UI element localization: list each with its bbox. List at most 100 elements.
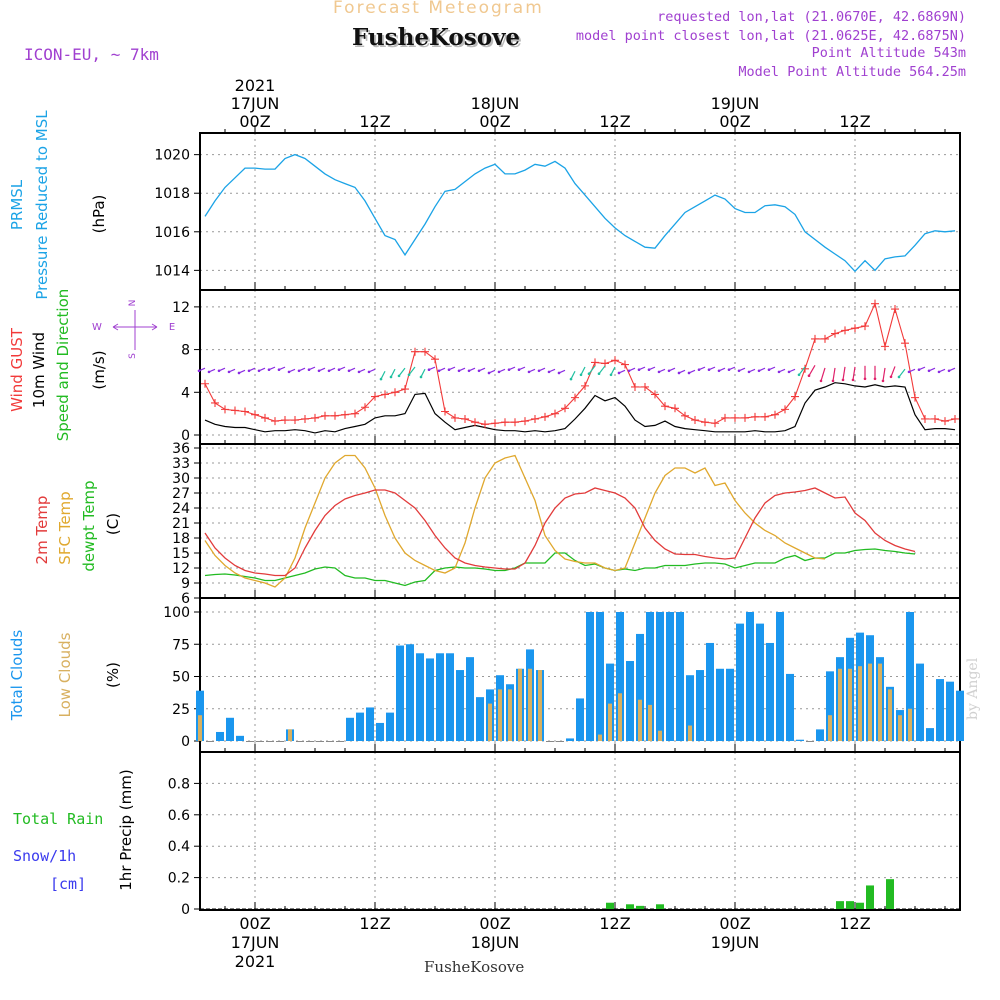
model-point-altitude: Model Point Altitude 564.25m	[738, 64, 966, 80]
wind-direction-head	[197, 369, 201, 373]
wind-direction-head	[737, 369, 741, 373]
wind-direction-head	[707, 368, 711, 372]
total-cloud-bar	[636, 633, 644, 741]
total-cloud-bar	[376, 722, 384, 741]
wind-direction-head	[851, 378, 855, 382]
gust-marker	[491, 419, 499, 428]
wind-direction-head	[627, 369, 631, 373]
temp-2m-line	[204, 487, 916, 577]
bottom-time-label: 18JUN	[471, 933, 520, 952]
top-time-label: 12Z	[599, 112, 630, 131]
compass-s: S	[128, 353, 138, 359]
gust-marker	[391, 388, 399, 397]
wind-direction-head	[497, 370, 501, 374]
total-cloud-bar	[566, 738, 574, 741]
total-cloud-bar	[366, 707, 374, 741]
ytick-label-temperature: 21	[172, 516, 190, 532]
ytick-label-temperature: 24	[172, 501, 190, 517]
compass-e: E	[169, 322, 175, 333]
gust-marker	[381, 390, 389, 399]
wind-direction-head	[327, 369, 331, 373]
wind-direction-head	[557, 371, 561, 375]
wind-direction-arrow	[398, 367, 406, 377]
gust-marker	[711, 419, 719, 428]
ytick-label-clouds: 0	[181, 734, 190, 750]
bottom-time-label: 12Z	[839, 914, 870, 933]
compass-cross	[112, 310, 158, 350]
total-cloud-bar	[646, 612, 654, 741]
gust-marker	[291, 416, 299, 425]
bottom-time-label: 12Z	[599, 914, 630, 933]
low-cloud-bar	[888, 689, 892, 741]
low-cloud-bar	[198, 715, 202, 741]
wind-direction-head	[547, 370, 551, 374]
label-speed-direction: Speed and Direction	[54, 289, 72, 442]
ytick-label-precip: 0.4	[168, 839, 190, 855]
total-cloud-bar	[236, 735, 244, 741]
wind-direction-head	[467, 369, 471, 373]
low-cloud-bar	[898, 715, 902, 741]
gust-marker	[281, 416, 289, 425]
ytick-label-precip: 0.8	[168, 776, 190, 792]
wind-direction-arrow	[890, 366, 896, 378]
wind-direction-arrow	[380, 371, 386, 380]
rain-bar	[866, 885, 874, 909]
wind-direction-head	[447, 368, 451, 372]
pressure-line	[204, 153, 956, 273]
ytick-label-temperature: 15	[172, 546, 190, 562]
wind-direction-head	[907, 370, 911, 374]
low-cloud-bar	[598, 734, 602, 741]
gust-marker	[661, 402, 669, 411]
wind-direction-arrow	[420, 368, 426, 378]
gust-marker	[351, 409, 359, 418]
gust-marker	[331, 411, 339, 420]
wind-direction-arrow	[882, 367, 886, 382]
gust-marker	[451, 413, 459, 422]
total-cloud-bar	[716, 668, 724, 741]
wind-direction-head	[237, 371, 241, 375]
gust-marker	[791, 392, 799, 401]
total-cloud-bar	[666, 612, 674, 741]
panel-wind: 0 4 8 12	[172, 289, 961, 445]
bottom-time-label: 00Z	[239, 914, 270, 933]
total-cloud-bar	[936, 679, 944, 741]
gust-marker	[841, 326, 849, 335]
gust-marker	[911, 393, 919, 402]
gust-marker	[591, 358, 599, 367]
ytick-label-pressure: 1014	[154, 263, 190, 279]
wind-direction-head	[609, 373, 613, 377]
wind-direction-head	[487, 371, 491, 375]
rain-bar	[636, 905, 644, 909]
gust-marker	[231, 406, 239, 415]
gust-marker	[471, 418, 479, 427]
label-pressure-unit: (hPa)	[90, 195, 108, 234]
label-temp-unit: (C)	[104, 513, 122, 535]
gust-marker	[901, 339, 909, 348]
wind-direction-head	[587, 372, 591, 376]
rain-bar	[626, 904, 634, 909]
total-cloud-bar	[356, 712, 364, 741]
top-time-label: 2021	[235, 76, 276, 95]
total-cloud-bar	[766, 642, 774, 741]
top-time-label: 17JUN	[231, 94, 280, 113]
low-cloud-bar	[518, 668, 522, 741]
gust-marker	[501, 418, 509, 427]
wind-direction-head	[637, 368, 641, 372]
wind-direction-head	[337, 368, 341, 372]
total-cloud-bar	[596, 612, 604, 741]
wind-direction-head	[217, 369, 221, 373]
total-cloud-bar	[436, 653, 444, 741]
top-time-label: 12Z	[839, 112, 870, 131]
wind-direction-head	[667, 369, 671, 373]
gust-marker	[541, 412, 549, 421]
wind-direction-head	[831, 379, 835, 383]
dewpt-line	[204, 548, 916, 587]
total-cloud-bar	[736, 623, 744, 741]
label-sfc-temp: SFC Temp	[56, 491, 74, 564]
ytick-label-precip: 0.6	[168, 808, 190, 824]
total-cloud-bar	[456, 670, 464, 741]
wind-gust-line	[204, 301, 956, 425]
low-cloud-bar	[838, 668, 842, 741]
low-cloud-bar	[618, 693, 622, 741]
